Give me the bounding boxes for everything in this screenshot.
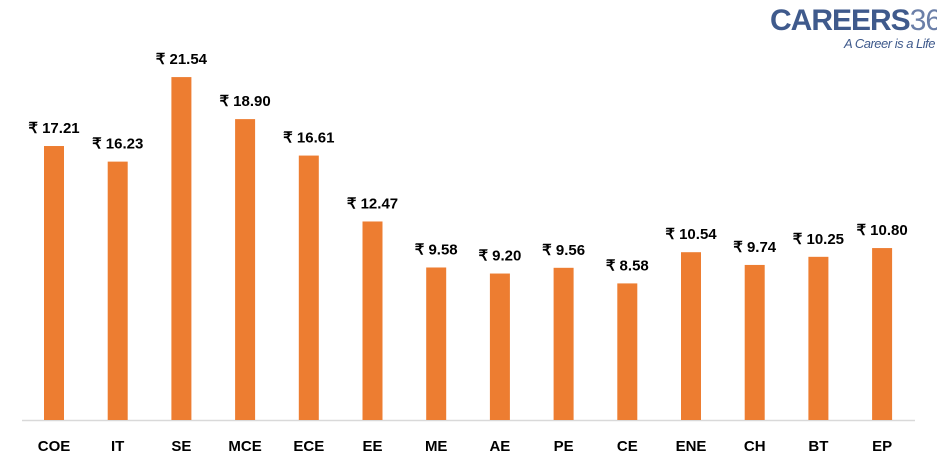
- data-label: ₹ 9.20: [478, 248, 521, 265]
- logo-number: 360: [909, 4, 937, 37]
- bar-me: [426, 267, 447, 420]
- bar-pe: [553, 267, 574, 420]
- x-tick-label: CH: [744, 438, 766, 455]
- x-tick-label: COE: [38, 438, 71, 455]
- bar-ep: [872, 248, 893, 420]
- x-tick-label: EP: [872, 438, 892, 455]
- x-tick-label: PE: [554, 438, 574, 455]
- logo-name: CAREERS: [770, 4, 911, 37]
- x-tick-label: IT: [111, 438, 124, 455]
- data-label: ₹ 18.90: [219, 93, 270, 110]
- bar-ce: [617, 283, 638, 420]
- data-label: ₹ 9.74: [733, 239, 777, 256]
- x-tick-label: SE: [171, 438, 191, 455]
- bar-ee: [362, 221, 383, 420]
- bar-mce: [235, 119, 256, 420]
- x-tick-label: AE: [489, 438, 510, 455]
- x-tick-label: ME: [425, 438, 448, 455]
- data-label: ₹ 8.58: [606, 257, 649, 274]
- bar-ch: [744, 264, 765, 420]
- data-label: ₹ 16.61: [283, 130, 334, 147]
- data-label: ₹ 9.58: [415, 241, 458, 258]
- bar-ene: [681, 252, 701, 420]
- bar-coe: [44, 146, 64, 421]
- x-tick-label: CE: [617, 438, 638, 455]
- data-label: ₹ 21.54: [156, 51, 208, 68]
- data-label: ₹ 9.56: [542, 242, 585, 259]
- x-tick-label: ECE: [293, 438, 324, 455]
- data-label: ₹ 16.23: [92, 136, 143, 153]
- x-tick-label: MCE: [228, 438, 261, 455]
- data-label: ₹ 10.54: [665, 226, 717, 243]
- data-label: ₹ 10.25: [793, 231, 844, 248]
- bar-bt: [808, 256, 829, 420]
- bar-se: [171, 77, 192, 421]
- x-tick-label: EE: [362, 438, 382, 455]
- x-tick-label: BT: [808, 438, 828, 455]
- bar-ece: [298, 155, 319, 421]
- data-label: ₹ 12.47: [347, 195, 398, 212]
- bar-ae: [489, 273, 510, 420]
- data-label: ₹ 17.21: [28, 120, 79, 137]
- bar-it: [107, 161, 128, 420]
- data-label: ₹ 10.80: [856, 222, 907, 239]
- logo-tagline: A Career is a Life: [844, 36, 935, 51]
- careers360-logo: CAREERS360 A Career is a Life: [770, 4, 937, 51]
- x-tick-label: ENE: [676, 438, 707, 455]
